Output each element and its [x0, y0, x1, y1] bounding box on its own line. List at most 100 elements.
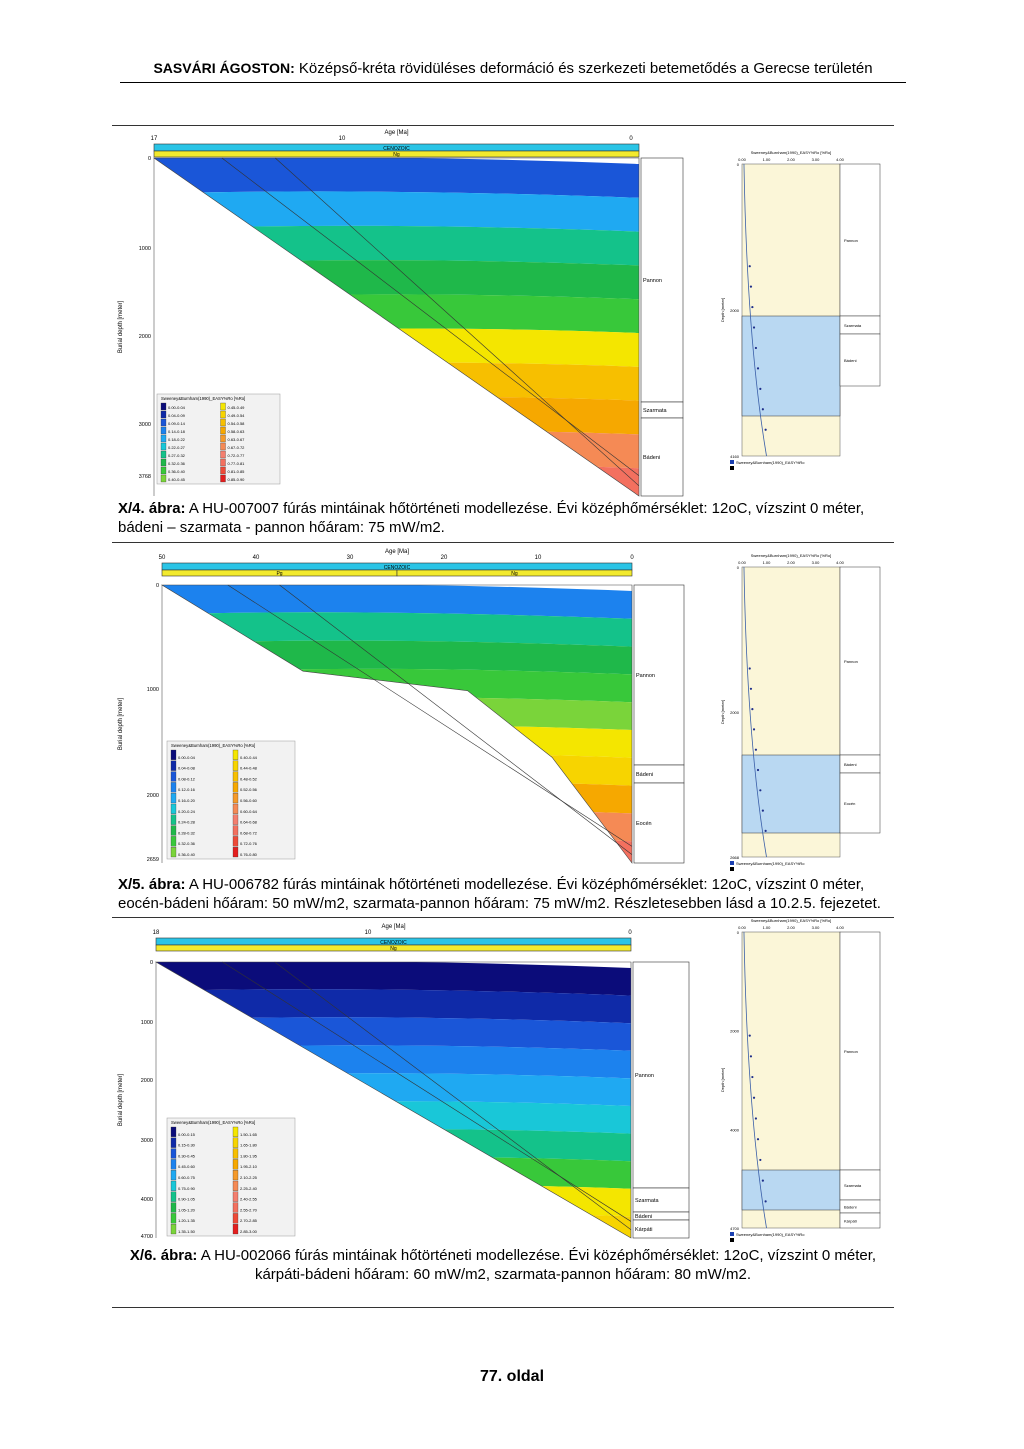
legend-swatch [220, 474, 226, 483]
ro-band [156, 989, 631, 1024]
side-tick-label: 3.00 [812, 157, 821, 162]
caption-x6: X/6. ábra: A HU-002066 fúrás mintáinak h… [118, 1246, 888, 1284]
legend-entry: 0.22-0.27 [168, 445, 186, 450]
legend-swatch [160, 450, 167, 459]
caption-label: X/6. ábra: [129, 1247, 198, 1264]
legend-swatch [232, 1159, 239, 1170]
depth-tick-label: 1000 [141, 1020, 153, 1026]
ro-band [162, 697, 632, 731]
caption-x5: X/5. ábra: A HU-006782 fúrás mintáinak h… [118, 875, 888, 913]
depth-tick-label: 3000 [141, 1138, 153, 1144]
figure-svg: Age [Ma] 50 40 30 20 10 0 CENOZOIC Pg Ng Burial de… [118, 549, 881, 871]
legend-entry: 0.18-0.22 [168, 437, 186, 442]
ro-band [154, 260, 639, 300]
legend-entry: 2.40-2.55 [240, 1197, 258, 1202]
formation-cell [632, 1219, 690, 1239]
side-formation-label: Szarmata [844, 1183, 862, 1188]
side-legend-swatch [730, 1238, 734, 1242]
legend-swatch [170, 771, 177, 782]
ro-band [154, 225, 639, 266]
legend-entry: 0.24-0.28 [178, 820, 196, 825]
legend-swatch [170, 803, 177, 814]
legend-entry: 0.67-0.72 [228, 445, 246, 450]
side-depth-label: 0 [737, 162, 740, 167]
legend-entry: 0.90-1.05 [178, 1197, 196, 1202]
side-data-point [764, 829, 767, 832]
legend-swatch [220, 458, 226, 467]
header-author: SASVÁRI ÁGOSTON: [153, 60, 295, 76]
legend-entry: 0.32-0.36 [168, 461, 186, 466]
legend-swatch [160, 426, 167, 435]
side-data-point [764, 1200, 767, 1203]
legend-entry: 0.56-0.60 [240, 798, 258, 803]
legend-entry: 0.49-0.54 [228, 413, 246, 418]
side-tick-label: 0.00 [738, 925, 747, 930]
ro-band [156, 1073, 631, 1107]
age-axis-title: Age [Ma] [385, 549, 409, 555]
legend-box [166, 1117, 296, 1237]
side-formation-cell [839, 566, 881, 756]
era-label: CENOZOIC [383, 146, 410, 152]
legend-entry: 0.08-0.12 [178, 776, 196, 781]
side-title: Sweeney&Burnham(1990)_EASY%Ro [%Ro] [751, 150, 832, 155]
depth-tick-label: 1000 [139, 246, 151, 252]
side-tick-label: 4.00 [836, 157, 845, 162]
legend-swatch [232, 803, 239, 814]
legend-entry: 0.09-0.14 [168, 421, 186, 426]
legend-entry: 1.35-1.50 [178, 1229, 196, 1234]
age-tick-label: 10 [535, 555, 542, 561]
side-depth-label: 0 [737, 565, 740, 570]
ro-band [162, 585, 632, 619]
formation-label: Bádeni [635, 1214, 652, 1220]
legend-entry: 2.10-2.25 [240, 1175, 258, 1180]
side-depth-label: 4160 [730, 454, 740, 459]
formation-label: Eocén [636, 821, 652, 827]
formation-label: Pannon [636, 673, 655, 679]
depth-axis-title: Burial depth [meter] [118, 1073, 124, 1126]
legend-swatch [170, 836, 177, 847]
legend-entry: 0.48-0.52 [240, 776, 258, 781]
ro-band [162, 668, 632, 703]
side-legend-label: Sweeney&Burnham(1990)_EASY%Ro [736, 1232, 805, 1237]
side-model-curve [743, 566, 767, 858]
legend-entry: 0.32-0.36 [178, 841, 196, 846]
legend-entry: 0.16-0.20 [178, 798, 196, 803]
side-data-point [748, 667, 751, 670]
legend-box [156, 393, 281, 485]
horizon-line [274, 961, 632, 1230]
side-data-point [761, 408, 764, 411]
legend-entry: 0.40-0.44 [240, 755, 258, 760]
side-formation-cell [839, 163, 881, 317]
legend-swatch [232, 836, 239, 847]
legend-entry: 2.85-3.00 [240, 1229, 258, 1234]
depth-axis-title: Burial depth [meter] [118, 300, 124, 353]
legend-swatch [160, 466, 167, 475]
legend-entry: 2.25-2.40 [240, 1186, 258, 1191]
side-formation-label: Pannon [844, 659, 858, 664]
legend-box [166, 740, 296, 860]
side-hatch-zone [741, 315, 841, 417]
side-legend-label: Sweeney&Burnham(1990)_EASY%Ro [736, 460, 805, 465]
side-tick-label: 1.00 [763, 157, 772, 162]
side-ylabel: Depth [meter] [720, 700, 725, 724]
side-data-point [752, 728, 756, 731]
legend-entry: 0.64-0.68 [240, 820, 258, 825]
footer-rule [112, 1307, 894, 1308]
side-data-point [754, 1117, 758, 1120]
side-depth-label: 4700 [730, 1226, 740, 1231]
horizon-line [279, 584, 633, 855]
side-depth-label: 2000 [730, 1029, 740, 1034]
age-tick-label: 10 [365, 930, 372, 936]
side-data-point [756, 367, 760, 370]
page-header: SASVÁRI ÁGOSTON: Középső-kréta rövidülés… [120, 60, 906, 83]
legend-entry: 0.60-0.64 [240, 809, 258, 814]
age-tick-label: 30 [347, 555, 354, 561]
era-label: CENOZOIC [380, 940, 407, 946]
legend-entry: 0.36-0.40 [178, 852, 196, 857]
side-legend-label: Sweeney&Burnham(1990)_EASY%Ro [736, 861, 805, 866]
legend-entry: 0.36-0.40 [168, 469, 186, 474]
depth-tick-label: 3000 [139, 422, 151, 428]
horizon-line [221, 157, 640, 476]
legend-swatch [220, 466, 226, 475]
side-formation-label: Bádeni [844, 358, 857, 363]
